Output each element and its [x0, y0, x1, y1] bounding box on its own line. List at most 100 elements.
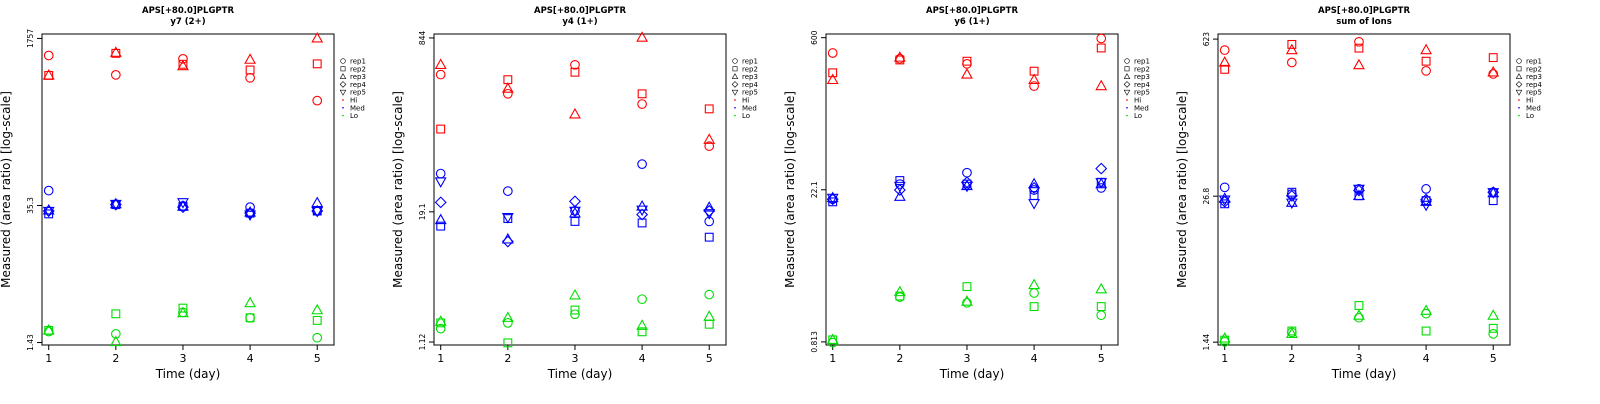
data-point-hi-rep2 [570, 67, 580, 77]
x-axis-label: Time (day) [1331, 367, 1397, 381]
legend-marker-shape [1516, 58, 1522, 64]
data-point-hi-rep3 [177, 59, 189, 71]
legend-label: rep4 [350, 81, 366, 89]
data-point-med-rep5 [1420, 200, 1433, 212]
legend-marker-shape [1516, 66, 1522, 72]
y-tick-label: 1.44 [1202, 334, 1211, 351]
data-point-med-rep3 [177, 200, 189, 211]
data-point-hi-rep3 [42, 68, 55, 80]
data-point-med-rep5 [244, 210, 257, 222]
legend-marker [1126, 114, 1128, 117]
x-tick-label: 1 [437, 352, 444, 365]
legend-label: rep3 [742, 73, 758, 81]
legend-marker [731, 89, 739, 96]
data-point-med-rep3 [244, 206, 257, 217]
chart-subtitle: sum of Ions [1336, 17, 1392, 27]
x-tick-label: 1 [1221, 352, 1228, 365]
data-point-lo-rep2 [245, 313, 255, 323]
data-point-med-rep5 [434, 177, 447, 188]
legend-label: Hi [742, 97, 749, 105]
legend-marker [340, 66, 346, 72]
legend-marker [340, 58, 346, 64]
data-point-med-rep1 [1421, 184, 1431, 194]
legend-label: rep5 [1526, 89, 1542, 97]
data-point-hi-rep2 [1354, 43, 1364, 53]
data-point-med-rep1 [704, 216, 715, 227]
legend-marker-shape [734, 114, 736, 117]
data-point-lo-rep3 [311, 303, 324, 315]
y-tick-label: 1.43 [26, 334, 35, 351]
x-axis-label: Time (day) [155, 367, 221, 381]
data-point-med-rep5 [1095, 178, 1108, 189]
data-point-med-rep5 [1218, 195, 1231, 207]
legend-marker-shape [342, 99, 344, 101]
data-point-hi-rep1 [1286, 57, 1297, 68]
x-tick-label: 3 [963, 352, 970, 365]
data-point-med-rep5 [703, 209, 716, 220]
data-point-hi-rep2 [1287, 39, 1297, 49]
data-point-lo-rep3 [1487, 309, 1500, 320]
data-point-med-rep5 [42, 206, 55, 218]
legend-marker-shape [1518, 106, 1520, 109]
data-point-lo-rep2 [312, 315, 322, 325]
legend-marker [1518, 114, 1520, 117]
data-point-med-rep1 [637, 159, 647, 169]
data-point-hi-rep1 [178, 54, 188, 64]
data-point-hi-rep3 [1095, 79, 1108, 91]
data-point-med-rep5 [501, 213, 514, 224]
x-tick-label: 4 [1031, 352, 1038, 365]
data-point-lo-rep2 [1488, 323, 1498, 333]
chart-subtitle: y7 (2+) [170, 17, 205, 27]
data-point-lo-rep3 [703, 310, 716, 321]
data-point-lo-rep2 [111, 309, 121, 319]
data-point-med-rep2 [1287, 187, 1297, 197]
legend-label: Hi [350, 97, 357, 105]
data-point-hi-rep1 [704, 141, 715, 151]
legend-marker [1516, 66, 1522, 72]
legend-marker-shape [1123, 89, 1131, 96]
legend-label: Hi [1526, 97, 1533, 105]
legend-marker [342, 114, 344, 117]
legend-marker [1124, 66, 1130, 72]
legend-label: Lo [350, 112, 358, 120]
legend-marker-shape [342, 114, 344, 117]
legend-marker [734, 114, 736, 117]
legend-marker-shape [732, 58, 738, 64]
x-axis-label: Time (day) [547, 367, 613, 381]
data-point-med-rep1 [1029, 185, 1039, 195]
data-point-lo-rep3 [1028, 278, 1041, 290]
data-point-lo-rep3 [893, 285, 906, 297]
data-point-hi-rep3 [569, 107, 581, 119]
data-point-lo-rep2 [704, 319, 714, 329]
data-point-med-rep3 [434, 213, 447, 225]
x-tick-label: 2 [896, 352, 903, 365]
legend-marker [1126, 106, 1128, 109]
data-point-lo-rep3 [569, 288, 581, 300]
data-point-med-rep3 [1028, 177, 1041, 189]
data-point-med-rep2 [436, 221, 446, 231]
data-point-med-rep4 [1420, 193, 1433, 206]
y-axis-label: Measured (area ratio) [log-scale] [1175, 91, 1189, 288]
data-point-lo-rep3 [244, 296, 257, 308]
legend-marker-shape [731, 81, 739, 88]
data-point-hi-rep1 [43, 50, 54, 61]
data-point-lo-rep2 [1096, 302, 1106, 312]
legend-label: rep3 [350, 73, 366, 81]
legend-marker [342, 106, 344, 109]
data-point-lo-rep3 [1285, 327, 1298, 339]
chart-subtitle: y4 (1+) [562, 17, 597, 27]
legend-marker-shape [734, 99, 736, 101]
legend-marker [339, 73, 347, 79]
data-point-hi-rep1 [570, 59, 580, 70]
y-axis-label: Measured (area ratio) [log-scale] [0, 91, 13, 288]
data-point-med-rep3 [501, 232, 514, 244]
data-point-hi-rep1 [1421, 65, 1431, 76]
data-point-lo-rep2 [637, 327, 647, 337]
legend-marker-shape [1126, 114, 1128, 117]
legend-label: rep2 [742, 65, 758, 73]
legend-marker [732, 58, 738, 64]
x-tick-label: 4 [639, 352, 646, 365]
legend-label: rep4 [742, 81, 758, 89]
